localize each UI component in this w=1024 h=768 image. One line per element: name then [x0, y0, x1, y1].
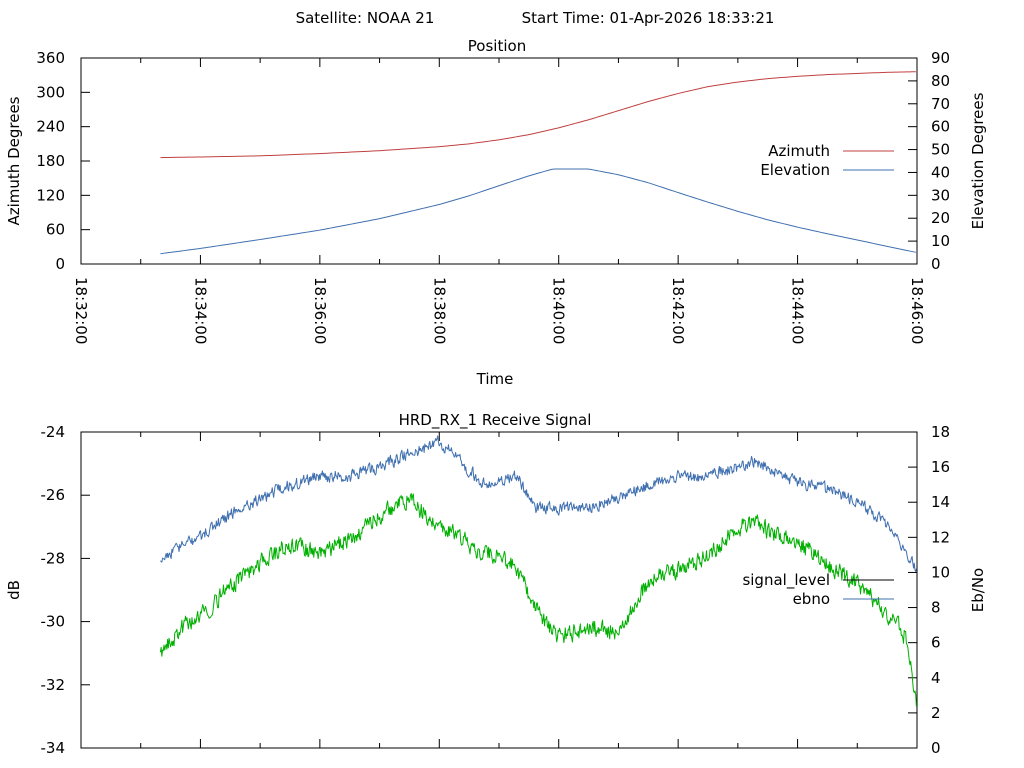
- signal-chart-title: HRD_RX_1 Receive Signal: [399, 411, 592, 430]
- y2-tick-label: 0: [931, 255, 941, 273]
- position-y-axis-label: Azimuth Degrees: [5, 96, 23, 225]
- y-tick-label: 180: [36, 152, 65, 170]
- y-tick-label: -28: [41, 549, 66, 567]
- y-tick-label: -34: [41, 739, 66, 757]
- x-tick-label: 18:38:00: [430, 277, 448, 344]
- y2-tick-label: 14: [931, 493, 950, 511]
- series-line-azimuth: [160, 71, 916, 159]
- y2-tick-label: 12: [931, 528, 950, 546]
- y2-tick-label: 8: [931, 599, 941, 617]
- y2-tick-label: 60: [931, 118, 950, 136]
- y-tick-label: -30: [41, 613, 66, 631]
- position-plot-frame: [80, 57, 918, 265]
- y-tick-label: 120: [36, 186, 65, 204]
- signal-y-axis-label: dB: [5, 580, 23, 600]
- y2-tick-label: 50: [931, 141, 950, 159]
- y2-tick-label: 0: [931, 739, 941, 757]
- x-tick-label: 18:44:00: [789, 277, 807, 344]
- signal-plot-frame: [80, 431, 918, 749]
- y-tick-label: 240: [36, 118, 65, 136]
- x-tick-label: 18:36:00: [311, 277, 329, 344]
- y2-tick-label: 16: [931, 458, 950, 476]
- y2-tick-label: 4: [931, 669, 941, 687]
- y2-tick-label: 6: [931, 634, 941, 652]
- x-tick-label: 18:34:00: [191, 277, 209, 344]
- start-time-label: Start Time: 01-Apr-2026 18:33:21: [522, 9, 775, 27]
- signal-y2-axis-label: Eb/No: [969, 568, 987, 612]
- legend-label-ebno: ebno: [793, 590, 830, 608]
- legend-label-azimuth: Azimuth: [768, 142, 830, 160]
- legend-label-elevation: Elevation: [760, 161, 830, 179]
- y2-tick-label: 40: [931, 163, 950, 181]
- y2-tick-label: 10: [931, 232, 950, 250]
- y2-tick-label: 90: [931, 49, 950, 67]
- y2-tick-label: 20: [931, 209, 950, 227]
- position-chart-title: Position: [468, 37, 526, 55]
- position-x-axis-label: Time: [476, 370, 514, 388]
- y-tick-label: -32: [41, 676, 66, 694]
- y2-tick-label: 70: [931, 95, 950, 113]
- series-line-elevation: [160, 168, 916, 255]
- y-tick-label: -26: [41, 486, 66, 504]
- signal-chart: HRD_RX_1 Receive Signal -24 -26 -28 -30 -32 -…: [5, 411, 987, 757]
- x-tick-label: 18:46:00: [908, 277, 926, 344]
- y2-tick-label: 18: [931, 423, 950, 441]
- y-tick-label: 0: [55, 255, 65, 273]
- x-tick-label: 18:40:00: [550, 277, 568, 344]
- y-tick-label: -24: [41, 423, 66, 441]
- y-tick-label: 360: [36, 49, 65, 67]
- position-y2-axis-label: Elevation Degrees: [969, 92, 987, 229]
- x-tick-label: 18:32:00: [72, 277, 90, 344]
- series-line-ebno: [159, 493, 917, 707]
- y-tick-label: 300: [36, 83, 65, 101]
- position-chart: Position 0 60 120 180 240 300 360 0 10 20 30 40 50 60…: [5, 37, 987, 388]
- satellite-label: Satellite: NOAA 21: [296, 9, 435, 27]
- y-tick-label: 60: [46, 221, 65, 239]
- y2-tick-label: 80: [931, 72, 950, 90]
- series-line-signal-level: [160, 435, 917, 572]
- legend-label-signal-level: signal_level: [742, 571, 830, 590]
- x-tick-label: 18:42:00: [669, 277, 687, 344]
- y2-tick-label: 30: [931, 186, 950, 204]
- y2-tick-label: 10: [931, 563, 950, 581]
- y2-tick-label: 2: [931, 704, 941, 722]
